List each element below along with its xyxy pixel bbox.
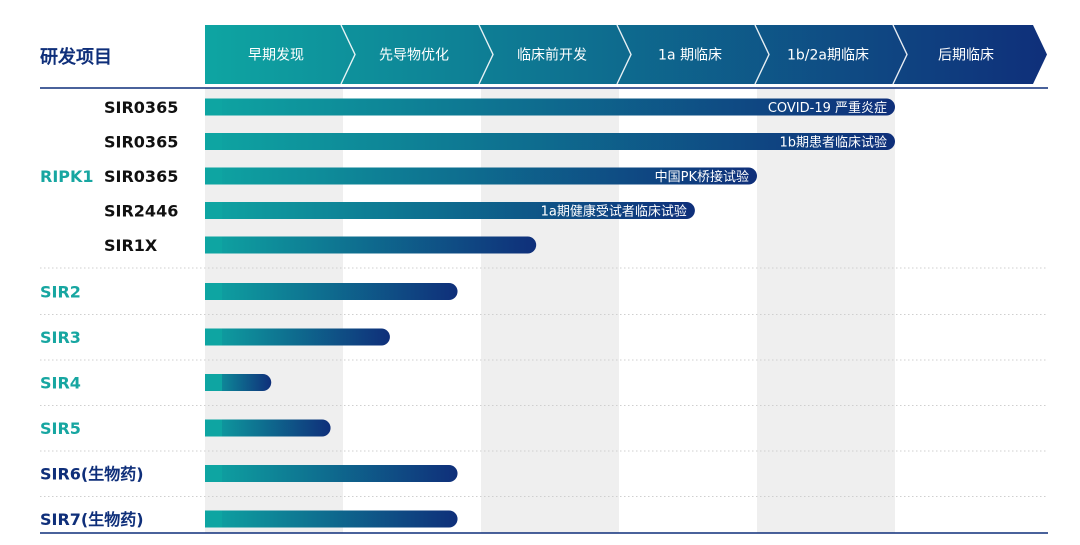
progress-bar-cap [205, 98, 222, 116]
phase-label: 先导物优化 [379, 48, 449, 64]
progress-bar-cap [205, 283, 222, 300]
progress-bar-cap [205, 510, 222, 528]
progress-bar-cap [205, 167, 222, 185]
progress-bar-cap [205, 236, 222, 254]
group-label: SIR6(生物药) [40, 465, 144, 484]
group-label: SIR4 [40, 374, 81, 393]
item-label: SIR0365 [104, 98, 178, 117]
progress-bar [205, 419, 331, 437]
progress-bar-cap [205, 202, 222, 219]
bar-label: 1a期健康受试者临床试验 [541, 204, 687, 220]
progress-bar [205, 510, 458, 528]
phase-band [205, 88, 343, 533]
item-label: SIR2446 [104, 202, 178, 221]
phase-label: 1b/2a期临床 [787, 48, 869, 64]
phase-label: 1a 期临床 [658, 48, 722, 64]
bar-label: COVID-19 严重炎症 [768, 100, 887, 116]
progress-bar-cap [205, 328, 222, 346]
bar-label: 1b期患者临床试验 [779, 135, 887, 151]
group-label: SIR2 [40, 283, 81, 302]
phase-bands [205, 88, 895, 533]
chevron-divider [616, 24, 632, 85]
phase-band [757, 88, 895, 533]
item-label: SIR0365 [104, 133, 178, 152]
chevron-divider [892, 24, 908, 85]
progress-bar [205, 133, 895, 150]
bar-label: 中国PK桥接试验 [655, 169, 749, 185]
group-label: SIR7(生物药) [40, 510, 144, 529]
progress-bar [205, 167, 757, 185]
progress-bar-cap [205, 465, 222, 482]
progress-bar-cap [205, 374, 222, 391]
progress-bar [205, 328, 390, 346]
item-label: SIR1X [104, 236, 158, 255]
chevron-divider [754, 24, 770, 85]
phase-label: 后期临床 [938, 48, 994, 64]
progress-bar-cap [205, 419, 222, 437]
phase-label: 早期发现 [248, 48, 304, 64]
group-label: SIR5 [40, 419, 81, 438]
group-label: SIR3 [40, 328, 81, 347]
item-label: SIR0365 [104, 167, 178, 186]
progress-bar-cap [205, 133, 222, 150]
phase-band [481, 88, 619, 533]
progress-bar [205, 283, 458, 300]
progress-bar [205, 98, 895, 116]
pipeline-rows: SIR0365 COVID-19 严重炎症 SIR0365 1b期患者临床试验 SIR0… [40, 98, 1048, 529]
progress-bar [205, 465, 458, 482]
progress-bar [205, 202, 695, 219]
group-label: RIPK1 [40, 167, 94, 186]
phase-header-bar [205, 25, 1047, 84]
chevron-divider [478, 24, 494, 85]
phase-header: 早期发现 先导物优化 临床前开发 1a 期临床 1b/2a期临床 后期临床 [205, 24, 1047, 85]
progress-bar [205, 236, 537, 254]
phase-label: 临床前开发 [517, 47, 587, 64]
chevron-divider [340, 24, 356, 85]
page-title: 研发项目 [40, 46, 112, 68]
